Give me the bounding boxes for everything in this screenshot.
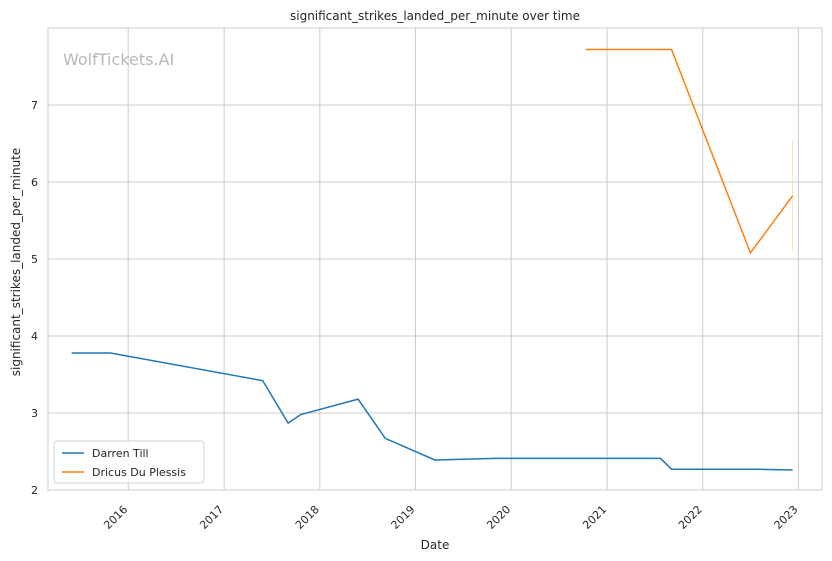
y-axis: 2 3 4 5 6 7 [31, 99, 38, 497]
y-tick-label: 6 [31, 176, 38, 189]
x-tick-label: 2017 [197, 503, 226, 532]
grid [48, 28, 822, 491]
y-tick-label: 2 [31, 484, 38, 497]
series-line-0 [71, 352, 793, 471]
x-tick-label: 2016 [101, 503, 130, 532]
series-line-1 [585, 48, 794, 255]
x-tick-label: 2022 [676, 503, 705, 532]
legend-box [53, 440, 205, 484]
legend-label: Dricus Du Plessis [92, 466, 186, 479]
x-tick-label: 2019 [389, 503, 418, 532]
x-tick-label: 2021 [580, 503, 609, 532]
legend: Darren Till Dricus Du Plessis [53, 440, 205, 484]
x-axis: 2016 2017 2018 2019 2020 2021 2022 2023 [101, 503, 800, 532]
x-tick-label: 2023 [772, 503, 801, 532]
legend-label: Darren Till [92, 447, 149, 460]
y-tick-label: 7 [31, 99, 38, 112]
chart-title: significant_strikes_landed_per_minute ov… [290, 9, 580, 23]
x-axis-label: Date [421, 538, 450, 552]
watermark-text: WolfTickets.AI [63, 50, 174, 69]
y-tick-label: 4 [31, 330, 38, 343]
y-axis-label: significant_strikes_landed_per_minute [9, 148, 23, 377]
x-tick-label: 2018 [293, 503, 322, 532]
plot-area [47, 27, 823, 491]
y-tick-label: 5 [31, 253, 38, 266]
y-tick-label: 3 [31, 407, 38, 420]
x-tick-label: 2020 [484, 503, 513, 532]
series-layer [71, 48, 794, 471]
